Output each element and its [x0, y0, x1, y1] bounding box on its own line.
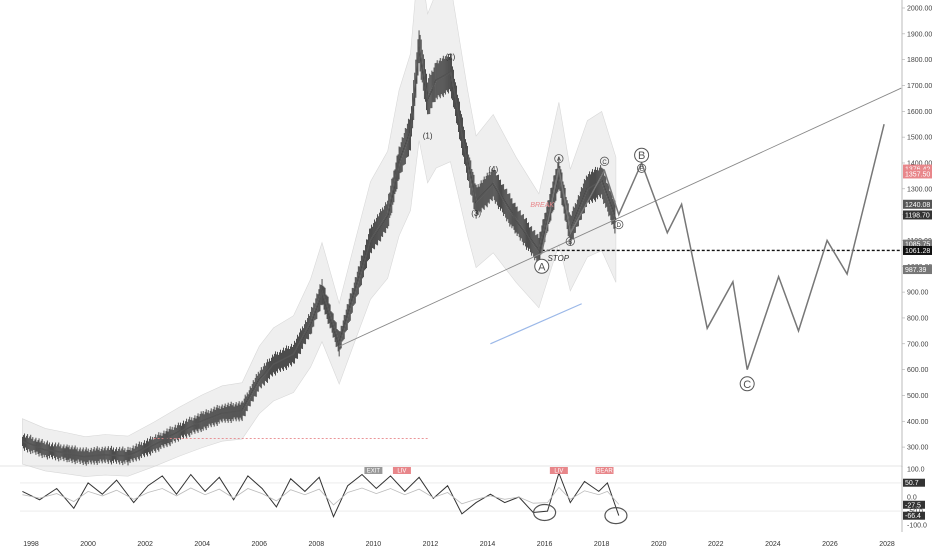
oscillator-tick-label: 0.0	[907, 495, 917, 502]
wave-label: (2)	[446, 53, 456, 62]
oscillator-tick-label: 100.0	[907, 466, 925, 473]
oscillator-tag-label: LIV	[397, 469, 406, 475]
wave-labels: (1) (2) (3) (4) A B C D E A B C STOP BREAK	[423, 53, 755, 392]
wave-label: (4)	[488, 165, 498, 174]
oscillator-tag	[392, 467, 411, 474]
price-tick-label: 400.00	[907, 419, 929, 426]
price-label-bg	[903, 265, 932, 275]
wave-label: (1)	[423, 131, 433, 140]
price-tick-label: 300.00	[907, 445, 929, 452]
price-tick-label: 700.00	[907, 341, 929, 348]
major-wave-circle	[534, 258, 550, 274]
price-tick-label: 1900.00	[907, 31, 932, 38]
wave-label-letter: D	[617, 223, 622, 229]
time-tick-label: 1998	[23, 541, 39, 548]
highlight-ellipse	[532, 503, 557, 522]
oscillator-tag	[364, 467, 383, 474]
time-tick-label: 2002	[137, 541, 153, 548]
oscillator-tag	[549, 467, 568, 474]
time-tick-label: 2028	[879, 541, 895, 548]
wave-label: (3)	[471, 209, 481, 218]
trendline	[338, 87, 902, 347]
oscillator-tag-label: EXIT	[367, 469, 381, 475]
price-tick-label: 900.00	[907, 290, 929, 297]
price-label: 1085.75	[905, 242, 930, 249]
oscillator-pane: 100.050.00.0-50.0-100.050.7-27.5-66.4EXI…	[0, 465, 927, 532]
wave-label-letter: A	[557, 157, 561, 163]
wave-label-circle	[554, 154, 564, 164]
price-label: 1240.08	[905, 202, 930, 209]
channel-line	[490, 303, 582, 345]
oscillator-tick-label: -100.0	[907, 523, 927, 530]
price-bars	[21, 30, 616, 466]
time-tick-label: 2000	[80, 541, 96, 548]
wave-label-letter: E	[640, 167, 644, 173]
price-tick-label: 1700.00	[907, 83, 932, 90]
price-label-bg	[903, 239, 932, 249]
price-tick-label: 1300.00	[907, 186, 932, 193]
time-tick-label: 2004	[194, 541, 210, 548]
price-tick-label: 2000.00	[907, 6, 932, 13]
annotation-label: STOP	[547, 254, 569, 263]
time-tick-label: 2008	[309, 541, 325, 548]
wave-label-circle	[614, 219, 624, 230]
price-label: 1061.28	[905, 248, 930, 255]
projection-line	[540, 124, 885, 370]
major-wave-circle	[739, 376, 755, 392]
wave-count-line	[22, 46, 617, 458]
time-tick-label: 2010	[366, 541, 382, 548]
bollinger-band	[22, 0, 617, 477]
price-tick-label: 1800.00	[907, 57, 932, 64]
wave-label-letter: C	[602, 160, 607, 166]
time-tick-label: 2016	[537, 541, 553, 548]
price-tick-label: 1400.00	[907, 160, 932, 167]
time-tick-label: 2024	[765, 541, 781, 548]
price-label: 1198.70	[905, 212, 930, 219]
time-tick-label: 2020	[651, 541, 667, 548]
time-tick-label: 2022	[708, 541, 724, 548]
major-wave-label: C	[743, 379, 751, 391]
oscillator-tag	[595, 467, 614, 474]
wave-label-circle	[599, 156, 610, 166]
major-wave-label: A	[538, 261, 546, 273]
oscillator-value: 50.7	[905, 480, 919, 487]
oscillator-tag-label: BEAR	[596, 469, 613, 475]
price-tick-label: 1500.00	[907, 135, 932, 142]
time-tick-label: 2006	[251, 541, 267, 548]
highlight-ellipse	[604, 506, 628, 525]
price-label: 1357.50	[905, 171, 930, 178]
price-tick-label: 600.00	[907, 367, 929, 374]
oscillator-value-bg	[903, 478, 925, 487]
axes: 300.00 400.00 500.00 600.00 700.00 800.00 900.…	[23, 0, 932, 548]
signal-line	[22, 486, 620, 506]
price-tick-label: 1600.00	[907, 109, 932, 116]
time-tick-label: 2018	[594, 541, 610, 548]
oscillator-value-bg	[903, 500, 925, 509]
oscillator-tag-label: LIV	[554, 469, 563, 475]
oscillator-value: -27.5	[905, 502, 921, 509]
oscillator-value: -66.4	[905, 513, 921, 520]
oscillator-line	[22, 471, 620, 519]
wave-label-circle	[637, 163, 647, 173]
wave-label-letter: B	[568, 240, 572, 246]
time-tick-label: 2026	[822, 541, 838, 548]
price-tick-label: 500.00	[907, 393, 929, 400]
major-wave-circle	[634, 147, 650, 163]
price-label-bg	[903, 164, 932, 174]
annotation-label: BREAK	[530, 202, 554, 209]
major-wave-label: B	[638, 150, 645, 162]
oscillator-value-bg	[903, 511, 925, 520]
wave-label-circle	[565, 236, 575, 246]
price-label-bg	[903, 169, 932, 179]
price-tick-label: 800.00	[907, 315, 929, 322]
time-tick-label: 2012	[423, 541, 439, 548]
price-label-bg	[903, 210, 932, 220]
price-label-bg	[903, 245, 932, 255]
price-label-bg	[903, 199, 932, 209]
projection-lines	[22, 46, 902, 458]
time-tick-label: 2014	[480, 541, 496, 548]
price-label: 987.39	[905, 267, 927, 274]
volatility-band	[22, 0, 617, 477]
